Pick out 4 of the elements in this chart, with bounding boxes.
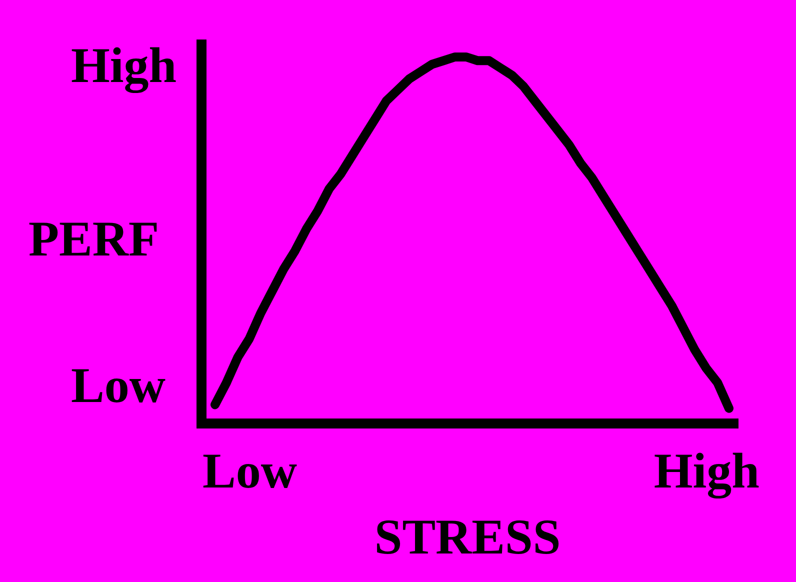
text: High [71,37,177,94]
x-axis-title: STRESS [374,508,561,564]
text: Low [71,357,166,413]
y-axis-title: PERF [28,210,160,266]
